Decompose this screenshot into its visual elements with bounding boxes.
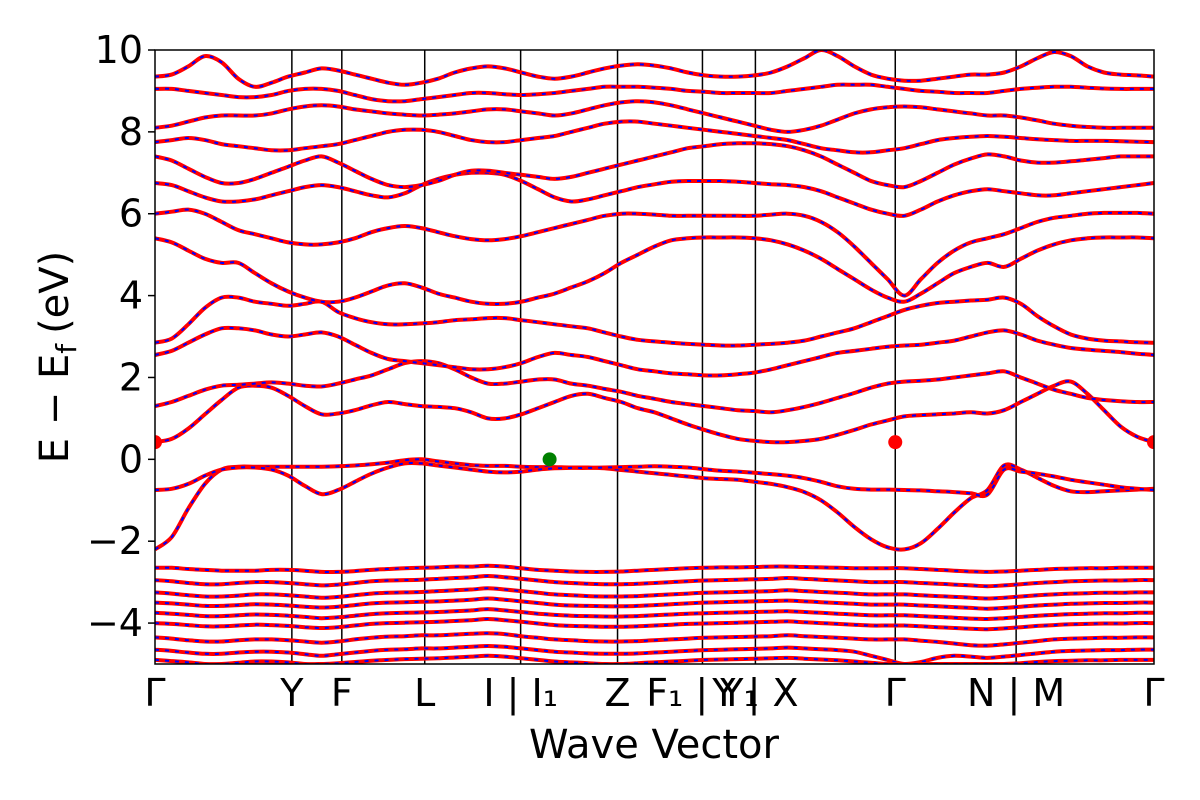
band-line-solid — [155, 457, 1154, 552]
cbm-marker — [888, 435, 903, 450]
kpath-label: Z — [605, 671, 631, 715]
band-line-solid — [155, 170, 1154, 218]
y-axis-label-subscript: f — [50, 343, 83, 354]
kpath-label: Y — [279, 671, 304, 715]
y-axis-label-unit: (eV) — [32, 251, 78, 334]
x-axis-label: Wave Vector — [529, 722, 780, 768]
band-line-solid — [155, 379, 1154, 445]
band-line-dashed — [155, 597, 1154, 610]
kpath-label: N | M — [967, 671, 1065, 716]
bands — [155, 50, 1154, 664]
plot-frame — [154, 49, 1155, 665]
band-line-solid — [155, 325, 1154, 378]
y-axis-label-main: E − E — [32, 354, 78, 464]
band-line-dashed — [155, 83, 1154, 103]
band-line-dashed — [155, 644, 1154, 664]
band-line-dashed — [155, 208, 1154, 297]
y-axis-ticks: −4 −2 0 2 4 6 8 10 — [87, 28, 155, 645]
band-line-dashed — [155, 458, 1154, 551]
kpath-label: Γ — [144, 671, 165, 715]
band-line-solid — [155, 50, 1154, 89]
kpath-label: Γ — [1143, 671, 1164, 715]
kpath-label: F₁ | Y₁ — [646, 671, 759, 716]
y-tick-label: 0 — [119, 437, 143, 481]
kpath-label: I | I₁ — [483, 671, 558, 716]
band-line-dashed — [155, 608, 1154, 621]
cbm-marker — [155, 435, 162, 450]
y-tick-label: 6 — [119, 192, 143, 236]
band-line-dashed — [155, 360, 1154, 414]
band-line-dashed — [155, 50, 1154, 88]
y-tick-label: 10 — [95, 28, 143, 72]
kpath-label: L — [414, 671, 435, 715]
band-line-dashed — [155, 462, 1154, 498]
band-line-solid — [155, 294, 1154, 348]
y-tick-label: 4 — [119, 274, 143, 318]
kpath-lines — [291, 50, 1017, 664]
band-line-dashed — [155, 564, 1154, 574]
y-axis-label: E − Ef (eV) — [32, 251, 83, 464]
band-line-dashed — [155, 587, 1154, 600]
y-tick-label: 8 — [119, 110, 143, 154]
band-line-dashed — [155, 380, 1154, 444]
kpath-label: F — [331, 671, 353, 715]
extremum-markers — [155, 435, 1154, 467]
band-line-dashed — [155, 171, 1154, 217]
vbm-marker — [542, 452, 557, 467]
kpath-label: Γ — [885, 671, 906, 715]
band-line-dashed — [155, 574, 1154, 588]
y-tick-label: −4 — [87, 601, 143, 645]
kpath-label: Y | X — [711, 671, 798, 716]
cbm-marker — [1147, 435, 1154, 450]
band-line-dashed — [155, 326, 1154, 377]
band-line-dashed — [155, 632, 1154, 647]
band-line-dashed — [155, 654, 1154, 664]
band-line-dashed — [155, 142, 1154, 189]
band-line-dashed — [155, 236, 1154, 306]
y-tick-label: −2 — [87, 519, 143, 563]
band-line-solid — [155, 99, 1154, 134]
y-tick-label: 2 — [119, 355, 143, 399]
band-line-dashed — [155, 617, 1154, 631]
band-line-solid — [155, 207, 1154, 298]
band-line-dashed — [155, 120, 1154, 154]
